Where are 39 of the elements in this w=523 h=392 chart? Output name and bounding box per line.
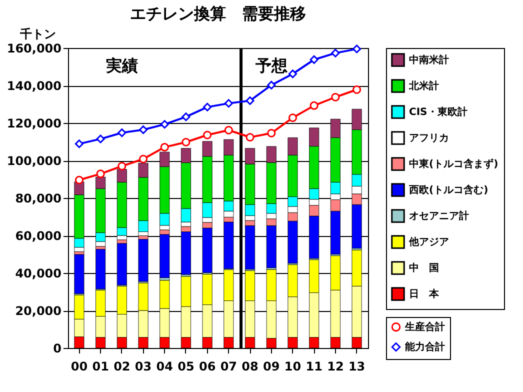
chart-title: エチレン換算 需要推移 <box>130 4 306 23</box>
x-tick-label: 09 <box>263 360 280 374</box>
legend-label: 能力合計 <box>405 341 445 353</box>
x-tick-label: 04 <box>156 360 173 374</box>
y-tick-label: 120,000 <box>6 116 62 130</box>
y-tick-label: 100,000 <box>6 154 62 168</box>
legend-label: 日 本 <box>409 288 440 300</box>
x-tick-label: 07 <box>220 360 238 374</box>
y-tick-label: 0 <box>53 342 62 356</box>
x-tick-label: 08 <box>242 360 258 374</box>
x-tick-label: 12 <box>327 360 344 374</box>
x-tick-label: 03 <box>134 360 152 374</box>
y-tick-label: 160,000 <box>6 42 62 56</box>
legend-label: 生産合計 <box>404 321 445 333</box>
legend-label: アフリカ <box>409 133 449 144</box>
legend-label: 北米計 <box>408 80 439 92</box>
y-tick-label: 40,000 <box>15 266 62 280</box>
x-tick-label: 10 <box>284 360 302 374</box>
annotation: 実績 <box>104 56 138 75</box>
x-tick-label: 06 <box>198 360 216 374</box>
annotation: 予想 <box>254 56 288 75</box>
x-tick-label: 02 <box>114 360 130 374</box>
x-tick-label: 13 <box>348 360 366 374</box>
y-tick-label: 60,000 <box>15 229 62 243</box>
legend-label: 西欧(トルコ含む) <box>408 184 488 196</box>
y-tick-label: 80,000 <box>15 192 62 206</box>
y-tick-label: 140,000 <box>6 79 62 93</box>
x-tick-label: 05 <box>178 360 194 374</box>
y-tick-label: 20,000 <box>15 304 62 318</box>
legend-label: 中 国 <box>409 262 439 274</box>
legend-label: 中南米計 <box>409 54 449 66</box>
legend-label: 他アジア <box>408 236 449 248</box>
x-tick-label: 01 <box>92 360 109 374</box>
x-tick-label: 11 <box>306 360 322 374</box>
legend-label: CIS・東欧計 <box>409 106 468 118</box>
legend-label: オセアニア計 <box>409 210 469 222</box>
x-tick-label: 00 <box>70 360 88 374</box>
y-axis-title: 千トン <box>19 27 56 41</box>
legend-label: 中東(トルコ含まず) <box>409 158 498 170</box>
